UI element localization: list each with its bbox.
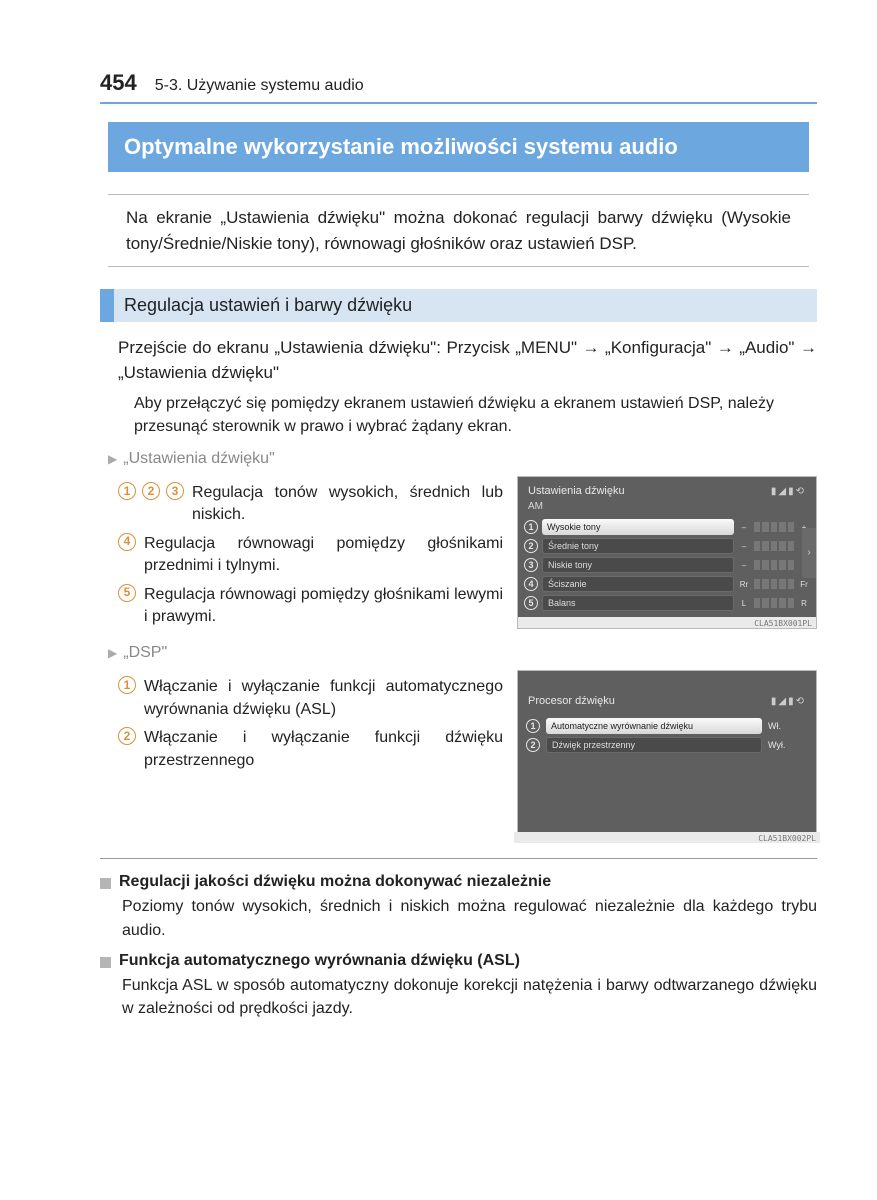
item-text: Włączanie i wyłączanie funkcji automatyc… [144, 676, 503, 721]
step-badge: 1 [118, 676, 136, 694]
cap-left: Rr [738, 580, 750, 589]
slider-ticks [754, 578, 794, 590]
subhead-label: Regulacja ustawień i barwy dźwięku [114, 289, 817, 322]
group2-list: 1 Włączanie i wyłączanie funkcji automat… [118, 670, 503, 840]
footnote-body: Funkcja ASL w sposób automatyczny dokonu… [122, 974, 817, 1020]
row-badge: 3 [524, 558, 538, 572]
slider-row: 4 Ściszanie Rr Fr [522, 576, 812, 592]
dsp-value: Wł. [768, 721, 808, 731]
step-badge: 2 [118, 727, 136, 745]
subhead-bar [100, 289, 114, 322]
list-item: 1 2 3 Regulacja tonów wysokich, średnich… [118, 482, 503, 527]
screenshot-2: Procesor dźwięku ▮◢▮⟲ 1 Automatyczne wyró… [517, 670, 817, 840]
square-bullet-icon [100, 878, 111, 889]
arrow-icon: ▶ [108, 452, 117, 466]
row-badge: 1 [524, 520, 538, 534]
row-badge: 5 [524, 596, 538, 610]
slider-ticks [754, 559, 794, 571]
separator [100, 858, 817, 859]
step-badge: 3 [166, 482, 184, 500]
footnote: Funkcja automatycznego wyrównania dźwięk… [100, 952, 817, 970]
audio-settings-screen: Ustawienia dźwięku ▮◢▮⟲ AM 1 Wysokie tony… [517, 476, 817, 629]
header-rule [100, 102, 817, 104]
step-badge: 2 [142, 482, 160, 500]
cap-left: – [738, 561, 750, 570]
page-header: 454 5-3. Używanie systemu audio [100, 70, 817, 96]
slider-row: 3Niskie tony–+ [522, 557, 812, 573]
page-number: 454 [100, 70, 137, 96]
side-tab-icon: › [802, 528, 816, 578]
screen-subtitle: AM [522, 501, 812, 516]
cap-left: L [738, 599, 750, 608]
item-text: Regulacja równowagi pomiędzy głośnikami … [144, 533, 503, 578]
footnote-title: Regulacji jakości dźwięku można dokonywa… [119, 873, 551, 891]
group1-heading: ▶„Ustawienia dźwięku" [108, 450, 817, 468]
status-icons: ▮◢▮⟲ [771, 696, 806, 707]
item-text: Regulacja tonów wysokich, średnich lub n… [192, 482, 503, 527]
dsp-row: 2 Dźwięk przestrzenny Wył. [522, 737, 812, 753]
status-icons: ▮◢▮⟲ [771, 486, 806, 497]
row-badge: 2 [524, 539, 538, 553]
cap-left: – [738, 542, 750, 551]
group2-columns: 1 Włączanie i wyłączanie funkcji automat… [118, 670, 817, 840]
dsp-value: Wył. [768, 740, 808, 750]
step-badge: 1 [118, 482, 136, 500]
item-text: Regulacja równowagi pomiędzy głośnikami … [144, 584, 503, 629]
slider-label: Balans [542, 595, 734, 611]
footnote: Regulacji jakości dźwięku można dokonywa… [100, 873, 817, 891]
row-badge: 1 [526, 719, 540, 733]
cap-right: Fr [798, 580, 810, 589]
cap-right: R [798, 599, 810, 608]
dsp-row: 1 Automatyczne wyrównanie dźwięku Wł. [522, 718, 812, 734]
screen-code: CLA51BX002PL [514, 832, 820, 843]
cap-left: – [738, 523, 750, 532]
screen-code: CLA51BX001PL [518, 617, 816, 628]
dsp-label: Dźwięk przestrzenny [546, 737, 762, 753]
footnote-title: Funkcja automatycznego wyrównania dźwięk… [119, 952, 520, 970]
slider-label: Średnie tony [542, 538, 734, 554]
group1-columns: 1 2 3 Regulacja tonów wysokich, średnich… [118, 476, 817, 634]
list-item: 2 Włączanie i wyłączanie funkcji dźwięku… [118, 727, 503, 772]
screenshot-1: Ustawienia dźwięku ▮◢▮⟲ AM 1 Wysokie tony… [517, 476, 817, 634]
dsp-screen: Procesor dźwięku ▮◢▮⟲ 1 Automatyczne wyró… [517, 670, 817, 840]
slider-ticks [754, 540, 794, 552]
nav-text: Przejście do ekranu „Ustawienia dźwięku"… [118, 336, 817, 385]
group1-list: 1 2 3 Regulacja tonów wysokich, średnich… [118, 476, 503, 634]
slider-label: Niskie tony [542, 557, 734, 573]
slider-ticks [754, 597, 794, 609]
screen-title: Procesor dźwięku [528, 695, 615, 707]
nav-note: Aby przełączyć się pomiędzy ekranem usta… [134, 393, 817, 438]
footnote-body: Poziomy tonów wysokich, średnich i niski… [122, 895, 817, 941]
item-text: Włączanie i wyłączanie funkcji dźwięku p… [144, 727, 503, 772]
step-badge: 5 [118, 584, 136, 602]
slider-label: Ściszanie [542, 576, 734, 592]
group2-heading: ▶„DSP" [108, 644, 817, 662]
square-bullet-icon [100, 957, 111, 968]
slider-row: 2Średnie tony–+ [522, 538, 812, 554]
slider-row: 5 Balans L R [522, 595, 812, 611]
list-item: 5 Regulacja równowagi pomiędzy głośnikam… [118, 584, 503, 629]
dsp-label: Automatyczne wyrównanie dźwięku [546, 718, 762, 734]
slider-row: 1Wysokie tony–+ [522, 519, 812, 535]
list-item: 1 Włączanie i wyłączanie funkcji automat… [118, 676, 503, 721]
manual-page: 454 5-3. Używanie systemu audio Optymaln… [0, 0, 877, 1090]
slider-label: Wysokie tony [542, 519, 734, 535]
screen-title: Ustawienia dźwięku [528, 485, 625, 497]
step-badge: 4 [118, 533, 136, 551]
list-item: 4 Regulacja równowagi pomiędzy głośnikam… [118, 533, 503, 578]
subheading: Regulacja ustawień i barwy dźwięku [100, 289, 817, 322]
row-badge: 4 [524, 577, 538, 591]
arrow-icon: ▶ [108, 646, 117, 660]
intro-box: Na ekranie „Ustawienia dźwięku" można do… [108, 194, 809, 267]
section-path: 5-3. Używanie systemu audio [155, 77, 364, 95]
row-badge: 2 [526, 738, 540, 752]
slider-ticks [754, 521, 794, 533]
page-title: Optymalne wykorzystanie możliwości syste… [108, 122, 809, 172]
